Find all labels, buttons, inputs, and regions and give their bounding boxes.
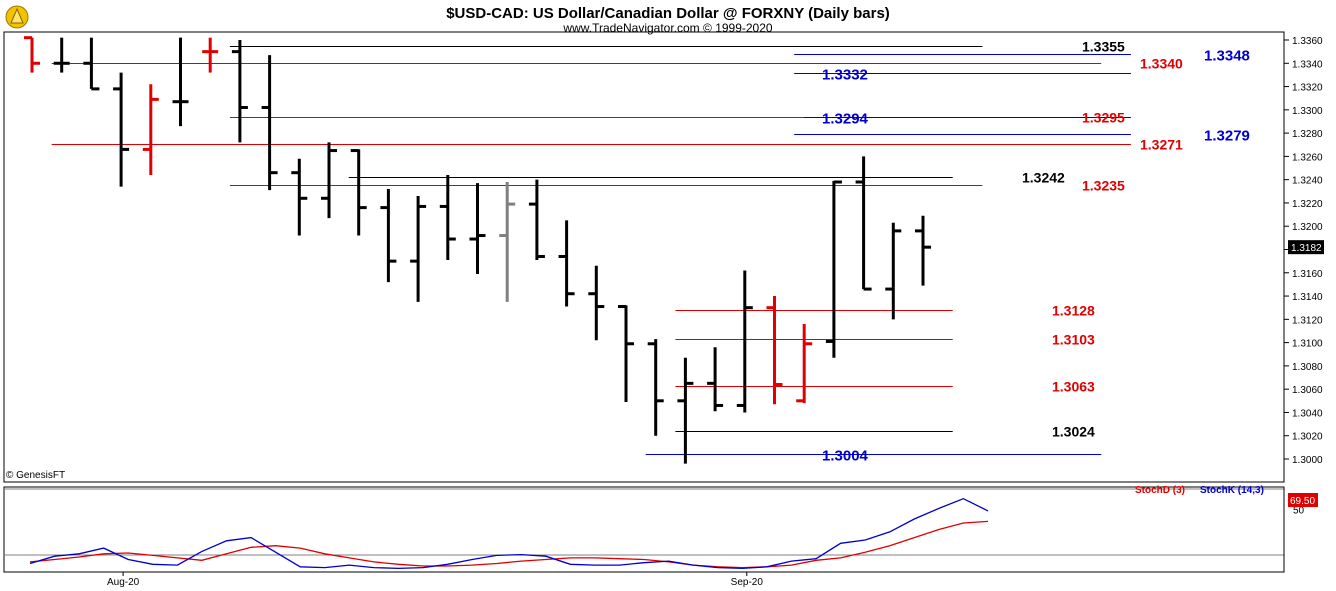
price-bar-24 (736, 270, 753, 413)
last-price-box (1288, 240, 1324, 255)
price-tick-label-5: 1.3100 (1292, 339, 1323, 350)
price-bar-29 (885, 222, 902, 320)
price-bar-20 (618, 305, 634, 402)
price-tick-label-10: 1.3200 (1292, 222, 1323, 233)
price-bar-11 (350, 149, 367, 236)
price-tick-label-11: 1.3220 (1292, 199, 1323, 210)
level-label-2: 1.3340 (1140, 56, 1183, 72)
price-tick-label-4: 1.3080 (1292, 362, 1323, 373)
price-bar-3 (113, 72, 130, 187)
price-tick-label-6: 1.3120 (1292, 315, 1323, 326)
price-panel: 1.3355 1.3348 1.3340 1.3332 1.3294 1.3295 1.32… (3, 31, 1285, 483)
logo-icon (5, 5, 29, 29)
price-tick-label-12: 1.3240 (1292, 176, 1323, 187)
level-label-4: 1.3294 (822, 111, 869, 128)
stoch-legend-k: StochK (14,3) (1200, 485, 1264, 496)
price-panel-frame (3, 31, 1285, 483)
price-bar-2 (83, 37, 100, 91)
stoch-series-0 (29, 520, 989, 569)
stoch-series-1 (29, 497, 989, 570)
level-label-14: 1.3004 (822, 448, 869, 465)
stoch-last-label: 69.50 (1290, 496, 1315, 507)
price-bar-7 (231, 40, 248, 143)
price-tick-label-8: 1.3160 (1292, 269, 1323, 280)
level-lines: 1.3355 1.3348 1.3340 1.3332 1.3294 1.3295 1.32… (51, 39, 1250, 465)
level-label-3: 1.3332 (822, 67, 868, 84)
price-bar-1 (53, 37, 70, 73)
price-bar-27 (825, 180, 842, 358)
price-bar-13 (410, 195, 427, 302)
price-bar-17 (528, 179, 545, 260)
level-label-5: 1.3295 (1082, 110, 1125, 126)
last-price-label: 1.3182 (1291, 243, 1322, 254)
x-axis: Aug-20 Sep-20 (107, 572, 763, 588)
level-label-9: 1.3235 (1082, 178, 1125, 194)
level-label-1: 1.3348 (1204, 48, 1250, 65)
price-tick-label-14: 1.3280 (1292, 129, 1323, 140)
chart-title: $USD-CAD: US Dollar/Canadian Dollar @ FO… (446, 5, 890, 22)
price-tick-label-16: 1.3320 (1292, 83, 1323, 94)
price-bar-23 (707, 347, 724, 412)
price-bar-25 (766, 296, 783, 405)
chart-subtitle: www.TradeNavigator.com © 1999-2020 (562, 21, 772, 35)
x-tick-label-1: Sep-20 (731, 577, 764, 588)
price-bar-16 (499, 181, 516, 302)
price-bar-22 (677, 357, 694, 464)
level-label-10: 1.3128 (1052, 303, 1095, 319)
x-tick-label-0: Aug-20 (107, 577, 140, 588)
price-bar-10 (321, 142, 337, 219)
price-bar-28 (855, 156, 872, 291)
price-tick-label-13: 1.3260 (1292, 152, 1323, 163)
price-tick-label-7: 1.3140 (1292, 292, 1323, 303)
price-bar-21 (647, 339, 664, 436)
price-tick-label-1: 1.3020 (1292, 432, 1323, 443)
price-bar-14 (439, 175, 456, 260)
level-label-7: 1.3271 (1140, 137, 1183, 153)
price-tick-label-15: 1.3300 (1292, 106, 1323, 117)
price-bar-5 (172, 37, 189, 127)
level-label-0: 1.3355 (1082, 39, 1125, 55)
price-bar-9 (291, 158, 308, 236)
level-label-8: 1.3242 (1022, 170, 1065, 186)
price-tick-label-2: 1.3040 (1292, 408, 1323, 419)
level-label-12: 1.3063 (1052, 379, 1095, 395)
price-bar-19 (588, 265, 605, 341)
price-tick-label-3: 1.3060 (1292, 385, 1323, 396)
level-label-13: 1.3024 (1052, 424, 1095, 440)
copyright-label: © GenesisFT (6, 470, 65, 481)
level-label-6: 1.3279 (1204, 128, 1250, 145)
price-bar-8 (261, 55, 278, 191)
price-bar-18 (558, 220, 575, 307)
level-label-11: 1.3103 (1052, 332, 1095, 348)
price-bar-30 (915, 215, 931, 286)
price-tick-label-18: 1.3360 (1292, 36, 1323, 47)
price-bar-12 (380, 188, 397, 283)
stoch-last-box (1288, 493, 1318, 507)
price-tick-label-17: 1.3340 (1292, 59, 1323, 70)
price-bars (24, 36, 931, 464)
price-tick-label-0: 1.3000 (1292, 455, 1323, 466)
price-bar-4 (142, 84, 159, 176)
stoch-legend-d: StochD (3) (1135, 485, 1185, 496)
price-bar-15 (469, 183, 486, 274)
price-bar-6 (202, 37, 219, 73)
price-y-axis: 1.3000 1.3020 1.3040 1.3060 1.3080 1.3100 1.31… (1283, 32, 1324, 482)
price-bar-26 (796, 323, 813, 404)
price-bar-0 (24, 36, 40, 73)
stoch-tick-label-0: 50 (1293, 506, 1305, 517)
